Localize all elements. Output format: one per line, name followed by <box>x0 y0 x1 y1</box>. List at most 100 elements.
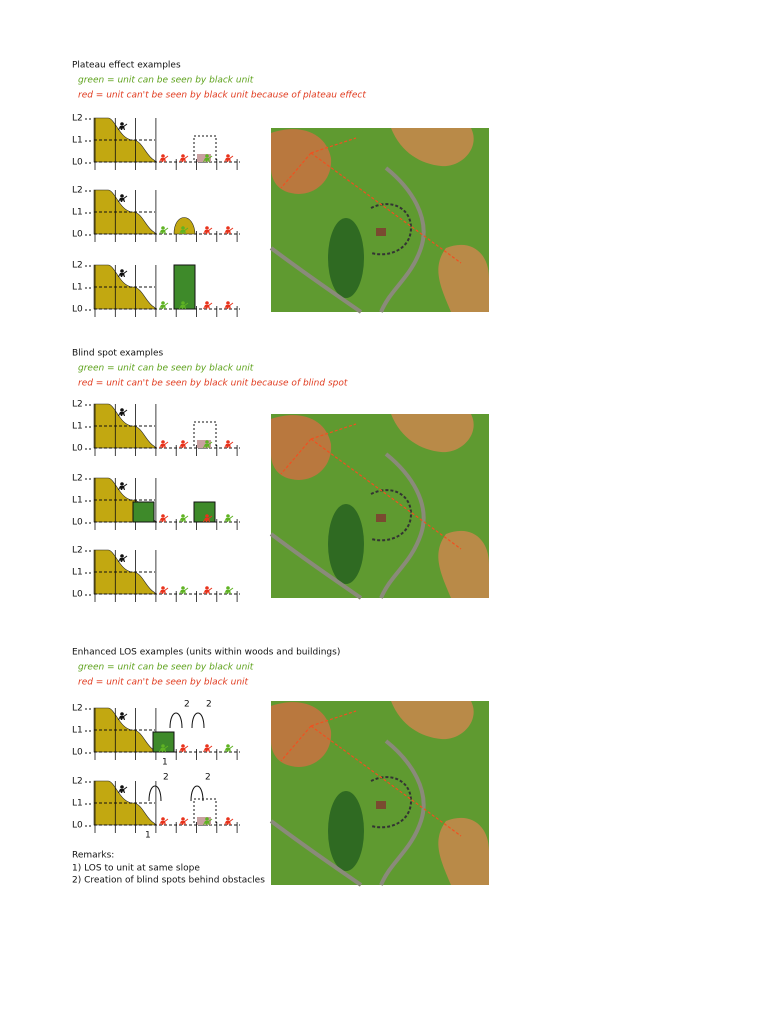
legend-green: green = unit can be seen by black unit <box>78 364 254 374</box>
hill-area <box>391 701 474 740</box>
remark: 1) LOS to unit at same slope <box>72 864 200 874</box>
building <box>376 514 386 522</box>
unit-rifle <box>163 745 169 750</box>
unit-rifle <box>207 227 213 232</box>
unit-head <box>205 226 209 230</box>
unit-head <box>205 440 209 444</box>
unit-icon <box>203 154 213 162</box>
unit-icon <box>224 817 234 825</box>
unit-icon <box>179 440 189 448</box>
arc-arrow <box>169 712 183 729</box>
unit-icon <box>159 817 169 825</box>
unit-icon <box>179 514 189 522</box>
unit-head <box>226 154 230 158</box>
level-label: L0 <box>72 518 83 528</box>
unit-rifle <box>122 786 128 791</box>
unit-head <box>226 226 230 230</box>
arc-arrow <box>191 712 205 729</box>
los-lines <box>280 710 462 837</box>
level-label: L0 <box>72 305 83 315</box>
woods-area <box>328 504 364 584</box>
unit-head <box>205 154 209 158</box>
unit-rifle <box>163 227 169 232</box>
unit-rifle <box>228 745 234 750</box>
unit-head <box>181 440 185 444</box>
unit-icon <box>118 269 128 277</box>
unit-icon <box>203 301 213 309</box>
unit-icon <box>118 785 128 793</box>
los-lines <box>280 423 462 550</box>
unit-icon <box>224 514 234 522</box>
level-label: L1 <box>72 283 83 293</box>
annotation: 2 <box>184 700 190 710</box>
unit-icon <box>224 440 234 448</box>
legend-red: red = unit can't be seen by black unit b… <box>78 91 366 101</box>
unit-head <box>226 301 230 305</box>
level-label: L2 <box>72 474 83 484</box>
building <box>376 801 386 809</box>
unit-icon <box>118 408 128 416</box>
unit-rifle <box>228 515 234 520</box>
unit-head <box>205 514 209 518</box>
unit-rifle <box>228 441 234 446</box>
remark: 2) Creation of blind spots behind obstac… <box>72 876 265 886</box>
los-lines <box>280 137 462 264</box>
level-label: L1 <box>72 799 83 809</box>
unit-rifle <box>228 818 234 823</box>
unit-icon <box>159 440 169 448</box>
building-icon <box>197 440 211 448</box>
unit-rifle <box>163 515 169 520</box>
road <box>269 739 426 887</box>
level-label: L1 <box>72 422 83 432</box>
unit-rifle <box>163 587 169 592</box>
section-title: Plateau effect examples <box>72 61 181 71</box>
level-label: L2 <box>72 400 83 410</box>
unit-head <box>161 817 165 821</box>
unit-icon <box>203 514 213 522</box>
unit-icon <box>118 554 128 562</box>
unit-head <box>181 154 185 158</box>
unit-rifle <box>163 441 169 446</box>
level-label: L2 <box>72 261 83 271</box>
unit-head <box>120 194 124 198</box>
unit-icon <box>118 122 128 130</box>
level-label: L1 <box>72 208 83 218</box>
unit-rifle <box>183 515 189 520</box>
annotation: 2 <box>163 773 169 783</box>
unit-icon <box>224 744 234 752</box>
building-icon <box>197 817 211 825</box>
unit-head <box>120 785 124 789</box>
level-label: L2 <box>72 114 83 124</box>
unit-icon <box>224 301 234 309</box>
wall <box>370 489 413 542</box>
unit-icon <box>118 712 128 720</box>
level-label: L2 <box>72 186 83 196</box>
unit-icon <box>159 514 169 522</box>
level-label: L2 <box>72 704 83 714</box>
hill-area <box>438 530 489 598</box>
unit-rifle <box>207 515 213 520</box>
legend-red: red = unit can't be seen by black unit <box>78 678 249 688</box>
level-label: L0 <box>72 821 83 831</box>
level-label: L1 <box>72 726 83 736</box>
unit-rifle <box>228 587 234 592</box>
woods-area <box>328 218 364 298</box>
unit-rifle <box>183 587 189 592</box>
unit-head <box>120 712 124 716</box>
hill-area <box>391 414 474 453</box>
unit-icon <box>203 440 213 448</box>
unit-icon <box>159 744 169 752</box>
unit-rifle <box>228 302 234 307</box>
road <box>269 166 426 314</box>
unit-rifle <box>183 745 189 750</box>
hill-area <box>438 244 489 312</box>
unit-head <box>205 744 209 748</box>
woods <box>173 264 196 310</box>
unit-icon <box>159 301 169 309</box>
unit-rifle <box>207 155 213 160</box>
road <box>269 452 426 600</box>
annotation: 2 <box>206 700 212 710</box>
unit-rifle <box>163 302 169 307</box>
unit-icon <box>159 154 169 162</box>
unit-icon <box>179 154 189 162</box>
